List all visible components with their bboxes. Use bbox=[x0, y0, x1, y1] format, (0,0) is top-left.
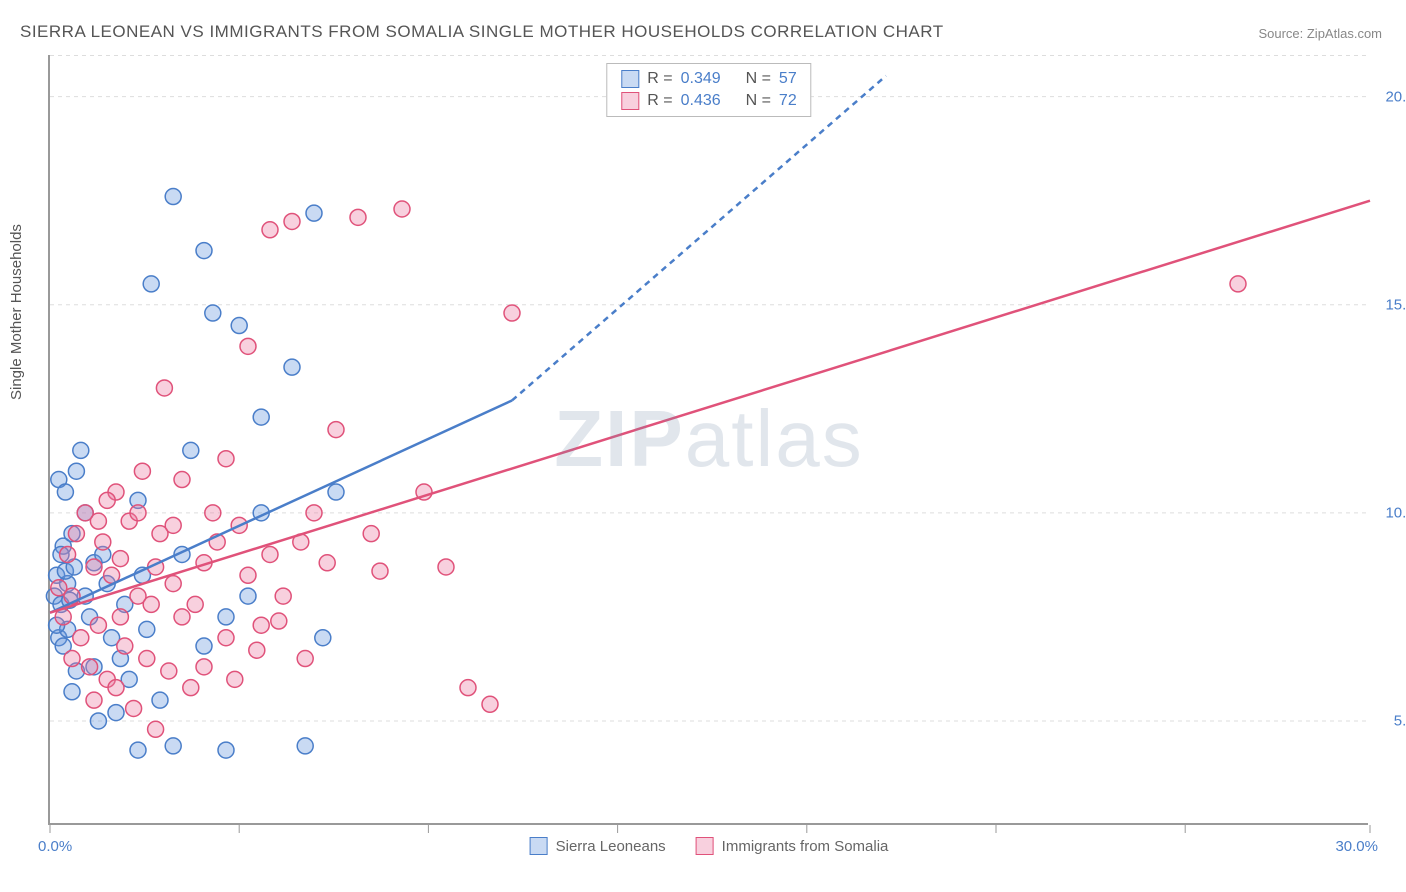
swatch-series1-icon bbox=[621, 70, 639, 88]
y-axis-label: Single Mother Households bbox=[8, 224, 25, 400]
chart-area: ZIPatlas R = 0.349 N = 57 R = 0.436 N = … bbox=[48, 55, 1368, 825]
legend-item-2: Immigrants from Somalia bbox=[696, 837, 889, 855]
legend-label-2: Immigrants from Somalia bbox=[722, 838, 889, 855]
legend-item-1: Sierra Leoneans bbox=[530, 837, 666, 855]
legend-swatch-1-icon bbox=[530, 837, 548, 855]
stat-r-value-1: 0.349 bbox=[681, 70, 721, 88]
y-tick-label: 5.0% bbox=[1394, 712, 1406, 729]
stat-n-label: N = bbox=[746, 92, 771, 110]
stat-n-value-1: 57 bbox=[779, 70, 797, 88]
y-tick-label: 20.0% bbox=[1385, 88, 1406, 105]
legend: Sierra Leoneans Immigrants from Somalia bbox=[530, 837, 889, 855]
stat-r-label: R = bbox=[647, 92, 672, 110]
y-tick-label: 10.0% bbox=[1385, 504, 1406, 521]
stat-n-label: N = bbox=[746, 70, 771, 88]
legend-label-1: Sierra Leoneans bbox=[556, 838, 666, 855]
swatch-series2-icon bbox=[621, 92, 639, 110]
x-axis-start-label: 0.0% bbox=[38, 838, 72, 855]
stat-r-label: R = bbox=[647, 70, 672, 88]
y-tick-label: 15.0% bbox=[1385, 296, 1406, 313]
stat-r-value-2: 0.436 bbox=[681, 92, 721, 110]
stat-n-value-2: 72 bbox=[779, 92, 797, 110]
stat-box: R = 0.349 N = 57 R = 0.436 N = 72 bbox=[606, 63, 811, 117]
x-axis-end-label: 30.0% bbox=[1335, 838, 1378, 855]
stat-row-1: R = 0.349 N = 57 bbox=[621, 68, 796, 90]
chart-title: SIERRA LEONEAN VS IMMIGRANTS FROM SOMALI… bbox=[20, 22, 944, 42]
legend-swatch-2-icon bbox=[696, 837, 714, 855]
stat-row-2: R = 0.436 N = 72 bbox=[621, 90, 796, 112]
plot-svg bbox=[50, 55, 1368, 823]
source-label: Source: ZipAtlas.com bbox=[1258, 26, 1382, 41]
